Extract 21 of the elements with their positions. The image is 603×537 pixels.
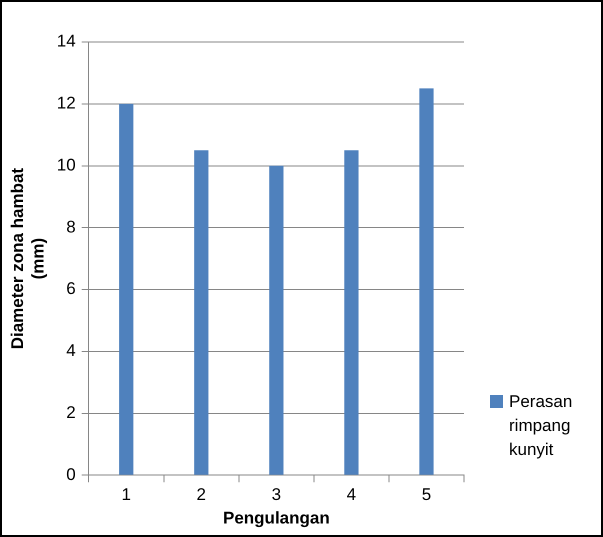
bar (194, 150, 208, 475)
x-tick-label: 4 (346, 485, 356, 504)
y-axis-title: Diameter zona hambat (mm) (8, 168, 48, 350)
y-tick-label: 12 (56, 94, 76, 113)
y-tick-label: 2 (66, 403, 76, 422)
y-tick-label: 10 (56, 155, 76, 174)
bar (119, 104, 134, 475)
y-tick-label: 6 (66, 279, 76, 298)
y-tick-label: 14 (56, 32, 76, 51)
y-tick-label: 0 (66, 464, 76, 484)
bar (269, 166, 284, 475)
x-tick-label: 3 (272, 485, 282, 504)
x-tick-label: 2 (196, 485, 206, 504)
y-tick-label: 8 (66, 217, 76, 236)
legend-label: Perasan rimpang kunyit (509, 391, 574, 461)
x-tick-label: 5 (422, 485, 432, 504)
bar (344, 150, 359, 475)
x-tick-label: 1 (122, 485, 131, 504)
y-tick-label: 4 (66, 341, 76, 360)
x-axis-title: Pengulangan (222, 508, 330, 528)
bar (419, 88, 434, 475)
